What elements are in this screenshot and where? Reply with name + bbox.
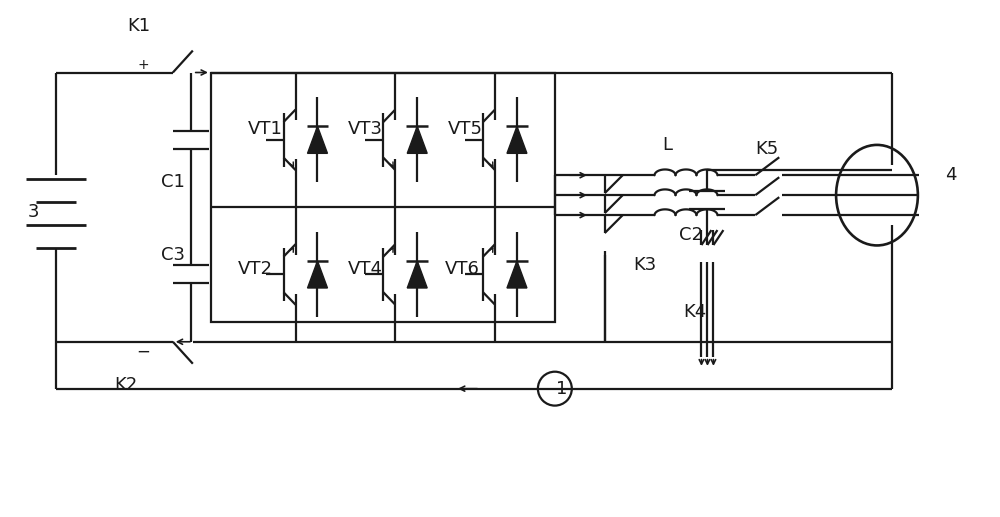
Text: K3: K3: [633, 256, 656, 274]
Text: C1: C1: [161, 173, 185, 191]
Bar: [211, 72, 555, 322]
Text: −: −: [136, 343, 150, 361]
Text: 3: 3: [28, 203, 39, 221]
Polygon shape: [507, 261, 527, 288]
Text: +: +: [137, 57, 149, 71]
Text: K5: K5: [756, 140, 779, 158]
Polygon shape: [308, 261, 327, 288]
Text: K2: K2: [114, 376, 138, 393]
Polygon shape: [407, 126, 427, 154]
Text: C3: C3: [161, 246, 185, 264]
Text: VT6: VT6: [445, 260, 480, 278]
Text: VT4: VT4: [348, 260, 383, 278]
Text: VT1: VT1: [248, 120, 283, 139]
Text: 4: 4: [945, 166, 957, 184]
Polygon shape: [308, 126, 327, 154]
Text: L: L: [663, 136, 673, 154]
Text: K4: K4: [683, 303, 706, 321]
Text: 1: 1: [556, 379, 568, 398]
Text: VT3: VT3: [348, 120, 383, 139]
Text: VT2: VT2: [238, 260, 273, 278]
Text: C2: C2: [679, 226, 703, 244]
Text: K1: K1: [127, 17, 151, 35]
Text: VT5: VT5: [448, 120, 483, 139]
Polygon shape: [507, 126, 527, 154]
Polygon shape: [407, 261, 427, 288]
